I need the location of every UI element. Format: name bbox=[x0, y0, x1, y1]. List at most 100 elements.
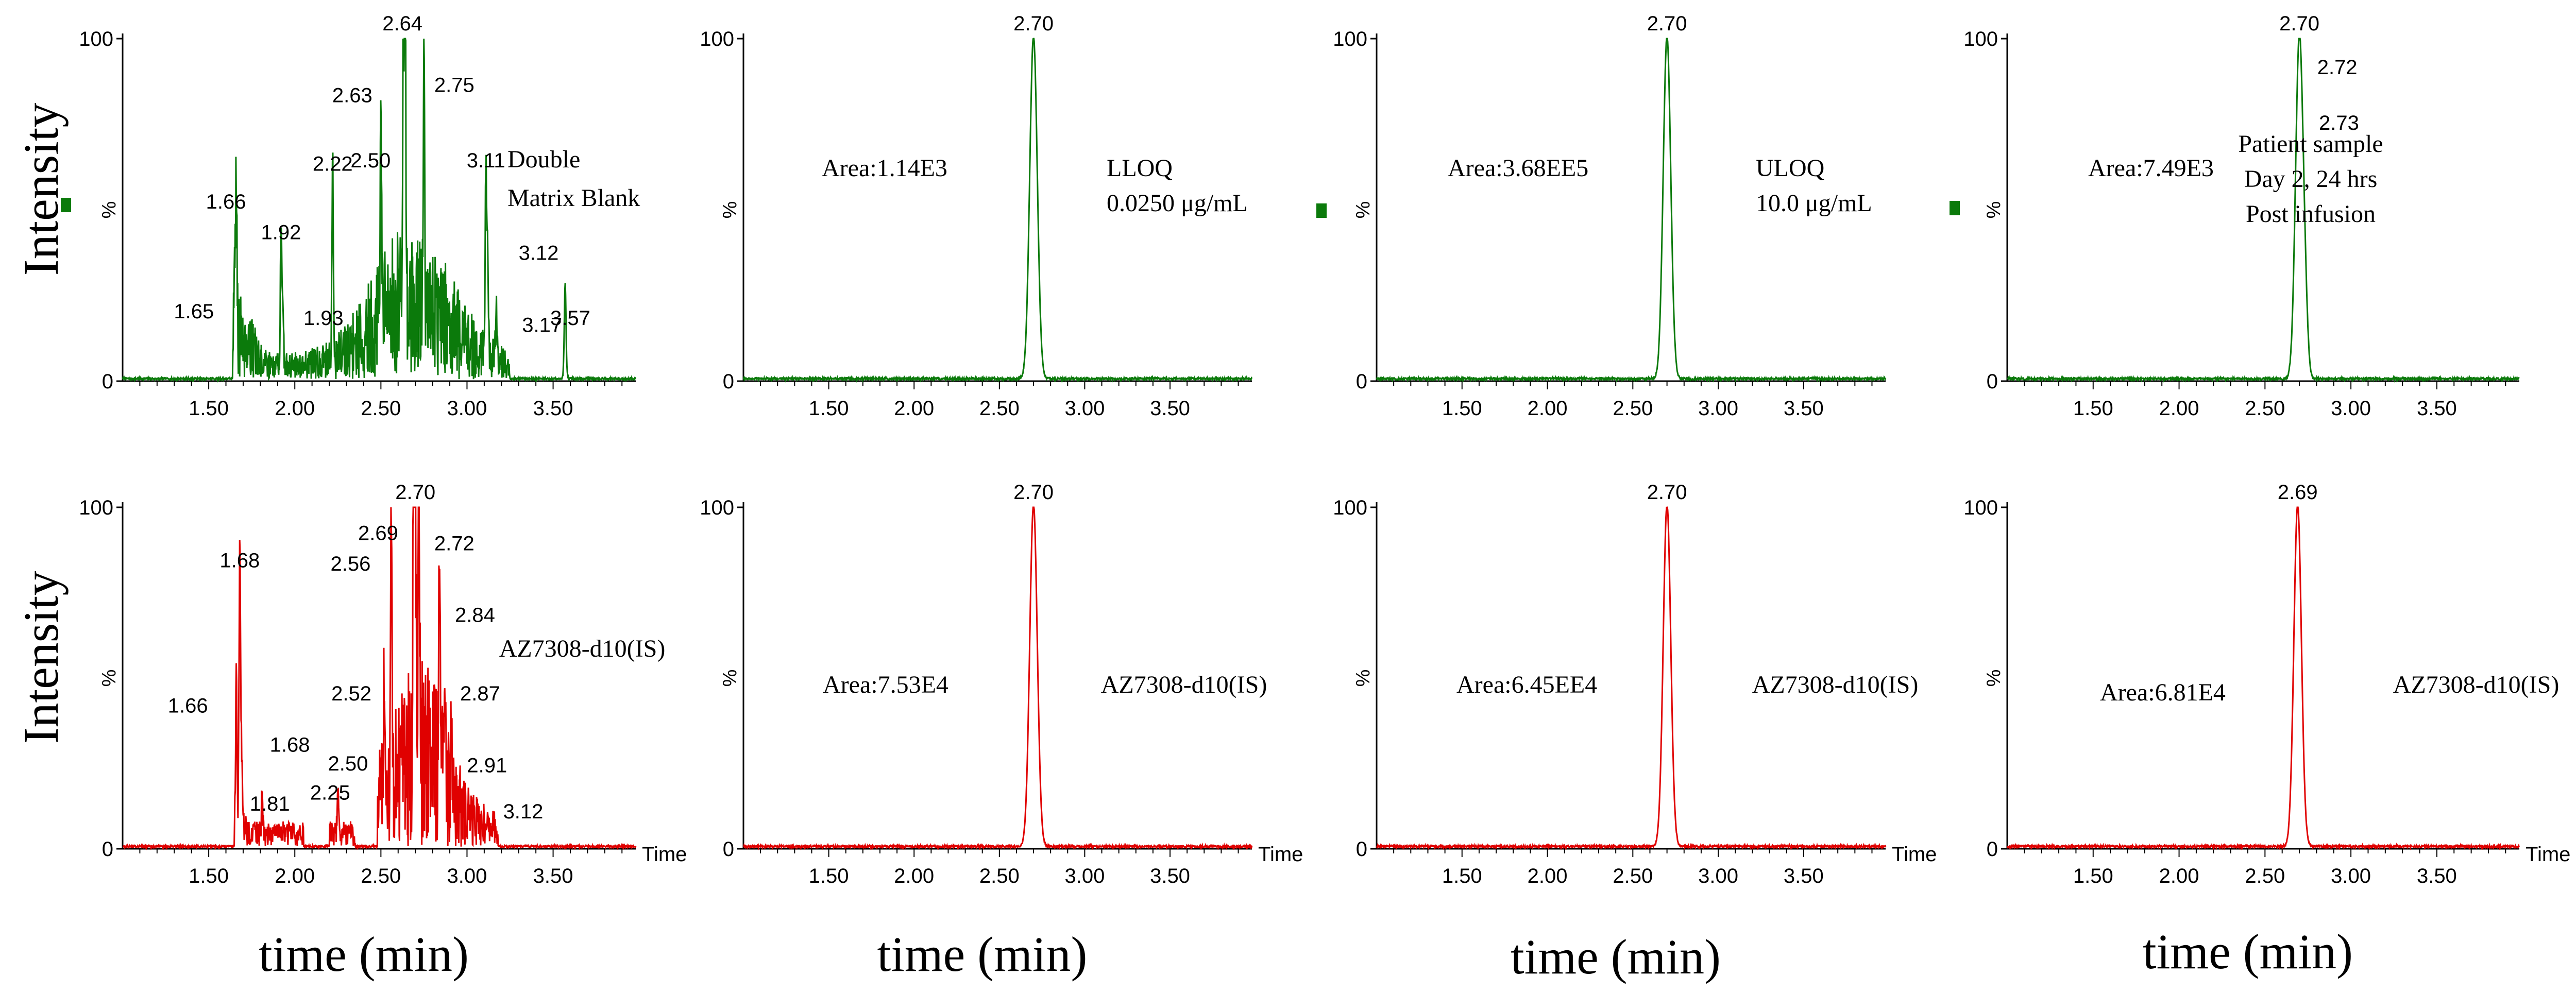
peak-label: 3.11 bbox=[467, 149, 505, 172]
time-axis-label: time (min) bbox=[2143, 924, 2353, 979]
peak-area-label: Area:6.81E4 bbox=[2100, 679, 2226, 706]
x-tick-label: 2.50 bbox=[361, 865, 401, 887]
x-tick-label: 2.00 bbox=[275, 865, 315, 887]
percent-label: % bbox=[98, 670, 120, 687]
x-tick-label: 3.50 bbox=[2417, 865, 2457, 887]
sample-annotation: Post infusion bbox=[2246, 200, 2376, 228]
x-tick-label: 3.50 bbox=[533, 865, 573, 887]
peak-label: 1.65 bbox=[174, 300, 214, 323]
x-tick-label: 3.50 bbox=[1784, 397, 1824, 420]
peak-label: 2.84 bbox=[455, 604, 495, 627]
x-tick-label: 3.50 bbox=[2417, 397, 2457, 420]
y-tick-label: 100 bbox=[1333, 28, 1367, 50]
percent-label: % bbox=[719, 670, 741, 687]
y-tick-label: 0 bbox=[723, 838, 734, 861]
peak-label: 1.68 bbox=[270, 734, 310, 757]
x-tick-label: 2.00 bbox=[894, 865, 934, 887]
peak-label: 2.70 bbox=[1013, 481, 1054, 504]
x-tick-label: 1.50 bbox=[809, 865, 849, 887]
percent-label: % bbox=[1352, 670, 1374, 687]
x-tick-label: 2.50 bbox=[1613, 397, 1653, 420]
sample-annotation: LLOQ bbox=[1107, 155, 1173, 182]
x-tick-label: 3.00 bbox=[1698, 865, 1738, 887]
time-axis-label: time (min) bbox=[259, 927, 469, 982]
x-tick-label: 2.00 bbox=[1528, 397, 1568, 420]
sample-annotation: Matrix Blank bbox=[507, 184, 640, 212]
peak-label: 2.22 bbox=[313, 153, 353, 176]
y-tick-label: 0 bbox=[1987, 838, 1998, 861]
peak-area-label: Area:7.53E4 bbox=[823, 671, 948, 698]
peak-area-label: Area:6.45EE4 bbox=[1456, 671, 1597, 698]
chromatogram-panel: 0 100% 1.50 2.00 2.50 3.00 3.50 1.65 1.66 1.92 1.9… bbox=[61, 12, 640, 420]
y-tick-label: 0 bbox=[102, 370, 113, 393]
peak-label: 2.50 bbox=[328, 752, 368, 775]
peak-label: 2.50 bbox=[350, 149, 391, 172]
chromatogram-panel: 0 100% 1.50 2.00 2.50 3.00 3.50 2.70 Area:1.14E3… bbox=[700, 12, 1253, 420]
chromatogram-trace bbox=[2006, 38, 2520, 383]
sample-annotation: 0.0250 μg/mL bbox=[1107, 190, 1248, 217]
x-tick-label: 3.00 bbox=[447, 397, 487, 420]
chromatogram-panel: 0 100% 1.50 2.00 2.50 3.00 3.50 2.70 2.72 2.73 Are… bbox=[1950, 12, 2520, 420]
time-axis-label: time (min) bbox=[1511, 929, 1721, 984]
x-tick-label: 3.50 bbox=[1784, 865, 1824, 887]
peak-label: 3.57 bbox=[550, 307, 590, 330]
y-tick-label: 100 bbox=[700, 28, 734, 50]
x-tick-label: 1.50 bbox=[2073, 397, 2113, 420]
x-tick-label: 2.50 bbox=[361, 397, 401, 420]
sample-annotation: Double bbox=[507, 146, 580, 173]
sample-annotation: Day 2, 24 hrs bbox=[2244, 165, 2378, 193]
percent-label: % bbox=[98, 201, 120, 219]
y-tick-label: 100 bbox=[79, 28, 113, 50]
peak-label: 1.81 bbox=[250, 793, 290, 815]
peak-label: 1.92 bbox=[261, 221, 301, 244]
y-tick-label: 0 bbox=[1356, 370, 1367, 393]
chromatogram-panel: 0 100% 1.50 2.00 2.50 3.00 3.50 Time 1.66 1.68 1.6… bbox=[79, 481, 687, 887]
peak-label: 1.66 bbox=[206, 191, 246, 213]
chromatogram-panel: 0 100% 1.50 2.00 2.50 3.00 3.50 2.70 Area:3.68EE… bbox=[1316, 12, 1887, 420]
peak-label: 3.12 bbox=[503, 800, 544, 823]
time-axis-end-label: Time bbox=[642, 843, 687, 866]
peak-label: 2.87 bbox=[460, 682, 500, 705]
peak-label: 2.70 bbox=[2279, 12, 2319, 35]
x-tick-label: 2.50 bbox=[979, 865, 1020, 887]
time-axis-end-label: Time bbox=[1892, 843, 1937, 866]
x-tick-label: 2.50 bbox=[2245, 865, 2285, 887]
peak-label: 2.69 bbox=[358, 522, 398, 545]
x-tick-label: 2.00 bbox=[894, 397, 934, 420]
x-tick-label: 3.00 bbox=[2331, 397, 2371, 420]
peak-area-label: Area:7.49E3 bbox=[2088, 155, 2214, 182]
peak-label: 2.70 bbox=[1647, 12, 1687, 35]
legend-marker bbox=[1950, 201, 1960, 215]
sample-annotation: AZ7308-d10(IS) bbox=[1101, 671, 1267, 698]
peak-label: 2.75 bbox=[434, 74, 474, 97]
sample-annotation: 10.0 μg/mL bbox=[1756, 190, 1872, 217]
y-tick-label: 0 bbox=[723, 370, 734, 393]
chromatogram-panel: 0 100% 1.50 2.00 2.50 3.00 3.50 Time 2.70 Area:6.… bbox=[1333, 481, 1937, 887]
chromatogram-trace bbox=[1376, 506, 1887, 851]
x-tick-label: 2.00 bbox=[275, 397, 315, 420]
chromatogram-trace bbox=[2006, 506, 2520, 851]
x-tick-label: 3.50 bbox=[1150, 865, 1190, 887]
peak-label: 2.63 bbox=[332, 84, 372, 107]
sample-annotation: AZ7308-d10(IS) bbox=[499, 635, 666, 662]
chromatogram-trace bbox=[122, 38, 636, 383]
x-tick-label: 3.00 bbox=[1064, 865, 1105, 887]
x-tick-label: 2.50 bbox=[2245, 397, 2285, 420]
legend-marker bbox=[1316, 203, 1327, 218]
x-tick-label: 2.50 bbox=[1613, 865, 1653, 887]
x-tick-label: 3.00 bbox=[2331, 865, 2371, 887]
peak-label: 2.72 bbox=[434, 532, 474, 555]
y-tick-label: 100 bbox=[1963, 496, 1998, 519]
x-tick-label: 3.50 bbox=[533, 397, 573, 420]
x-tick-label: 2.50 bbox=[979, 397, 1020, 420]
peak-area-label: Area:3.68EE5 bbox=[1448, 155, 1588, 182]
peak-label: 2.70 bbox=[1013, 12, 1054, 35]
percent-label: % bbox=[719, 201, 741, 219]
peak-label: 2.52 bbox=[331, 682, 371, 705]
peak-label: 2.25 bbox=[310, 781, 350, 804]
sample-annotation: ULOQ bbox=[1756, 155, 1824, 182]
x-tick-label: 1.50 bbox=[189, 397, 229, 420]
peak-label: 2.70 bbox=[395, 481, 435, 504]
x-tick-label: 1.50 bbox=[809, 397, 849, 420]
x-tick-label: 2.00 bbox=[2159, 865, 2199, 887]
